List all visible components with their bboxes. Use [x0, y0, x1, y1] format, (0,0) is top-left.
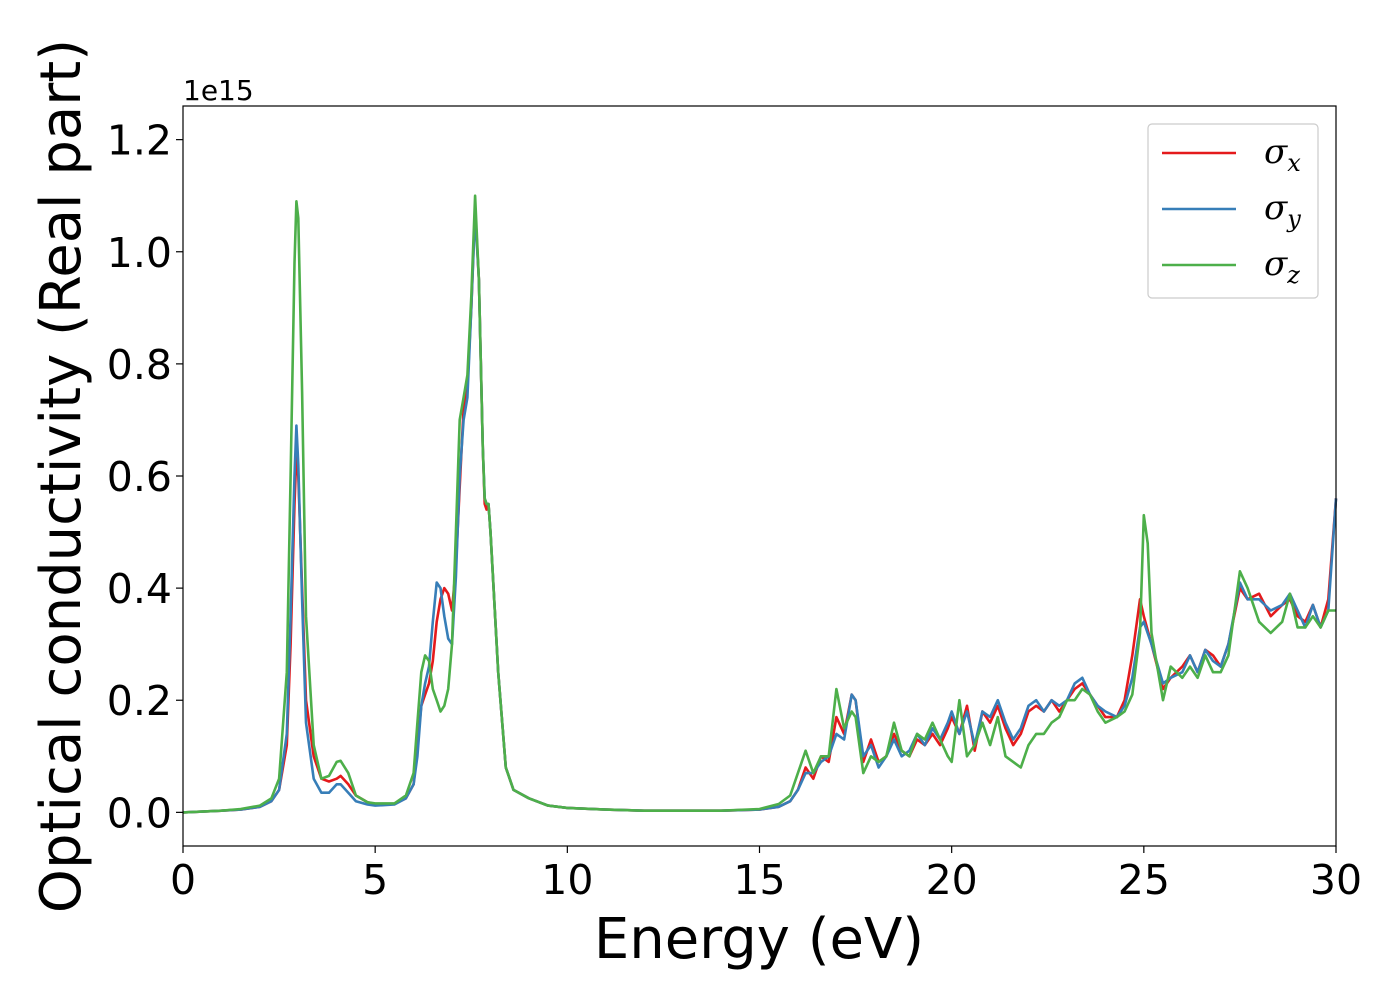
legend-entry-z: σz — [1264, 244, 1300, 289]
y-tick-label: 0.0 — [107, 789, 172, 837]
y-axis-ticks: 0.0 0.2 0.4 0.6 0.8 1.0 1.2 — [107, 117, 183, 837]
legend-entry-y: σy — [1264, 188, 1301, 233]
x-tick-label: 15 — [733, 856, 785, 904]
y-tick-label: 0.6 — [107, 453, 172, 501]
y-tick-label: 1.2 — [107, 117, 172, 165]
x-tick-label: 5 — [362, 856, 388, 904]
legend: σx σy σz — [1147, 123, 1319, 299]
y-tick-label: 0.2 — [107, 677, 172, 725]
legend-box — [1147, 123, 1319, 299]
y-tick-label: 1.0 — [107, 229, 172, 277]
x-axis-label: Energy (eV) — [594, 907, 924, 972]
x-tick-label: 30 — [1310, 856, 1362, 904]
legend-entry-x: σx — [1264, 132, 1301, 177]
x-axis-ticks: 0 5 10 15 20 25 30 — [170, 846, 1362, 904]
y-offset-label: 1e15 — [183, 74, 254, 107]
y-tick-label: 0.4 — [107, 565, 172, 613]
x-tick-label: 25 — [1118, 856, 1170, 904]
series-line-z — [182, 194, 1336, 814]
x-tick-label: 20 — [926, 856, 978, 904]
y-tick-label: 0.8 — [107, 341, 172, 389]
plot-lines — [182, 194, 1338, 814]
y-axis-label: Optical conductivity (Real part) — [29, 39, 94, 913]
x-tick-label: 0 — [170, 856, 196, 904]
x-tick-label: 10 — [541, 856, 593, 904]
